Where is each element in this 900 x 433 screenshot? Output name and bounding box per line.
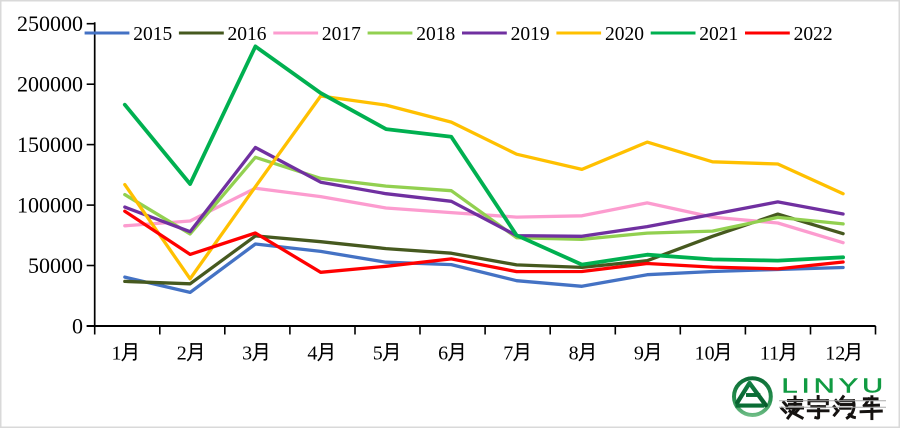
svg-text:9: 9 xyxy=(634,342,644,364)
svg-text:4: 4 xyxy=(307,342,317,364)
svg-text:3: 3 xyxy=(242,342,252,364)
svg-text:11: 11 xyxy=(760,342,779,364)
svg-text:2016: 2016 xyxy=(228,24,267,45)
svg-text:10: 10 xyxy=(695,342,715,364)
svg-text:8: 8 xyxy=(569,342,579,364)
svg-text:12: 12 xyxy=(825,342,845,364)
svg-text:200000: 200000 xyxy=(17,72,83,97)
svg-text:2019: 2019 xyxy=(511,24,550,45)
svg-text:0: 0 xyxy=(72,313,83,338)
svg-text:LINYU: LINYU xyxy=(782,375,888,397)
svg-text:150000: 150000 xyxy=(17,132,83,157)
svg-text:2018: 2018 xyxy=(416,24,455,45)
svg-text:2022: 2022 xyxy=(794,24,833,45)
svg-text:1: 1 xyxy=(112,342,122,364)
svg-text:2017: 2017 xyxy=(322,24,361,45)
svg-text:2015: 2015 xyxy=(133,24,172,45)
svg-text:6: 6 xyxy=(438,342,448,364)
svg-text:7: 7 xyxy=(503,342,513,364)
svg-text:50000: 50000 xyxy=(28,253,83,278)
svg-text:250000: 250000 xyxy=(17,11,83,36)
svg-text:100000: 100000 xyxy=(17,192,83,217)
svg-text:2021: 2021 xyxy=(699,24,738,45)
svg-text:2: 2 xyxy=(177,342,187,364)
svg-text:2020: 2020 xyxy=(605,24,644,45)
svg-text:5: 5 xyxy=(373,342,383,364)
